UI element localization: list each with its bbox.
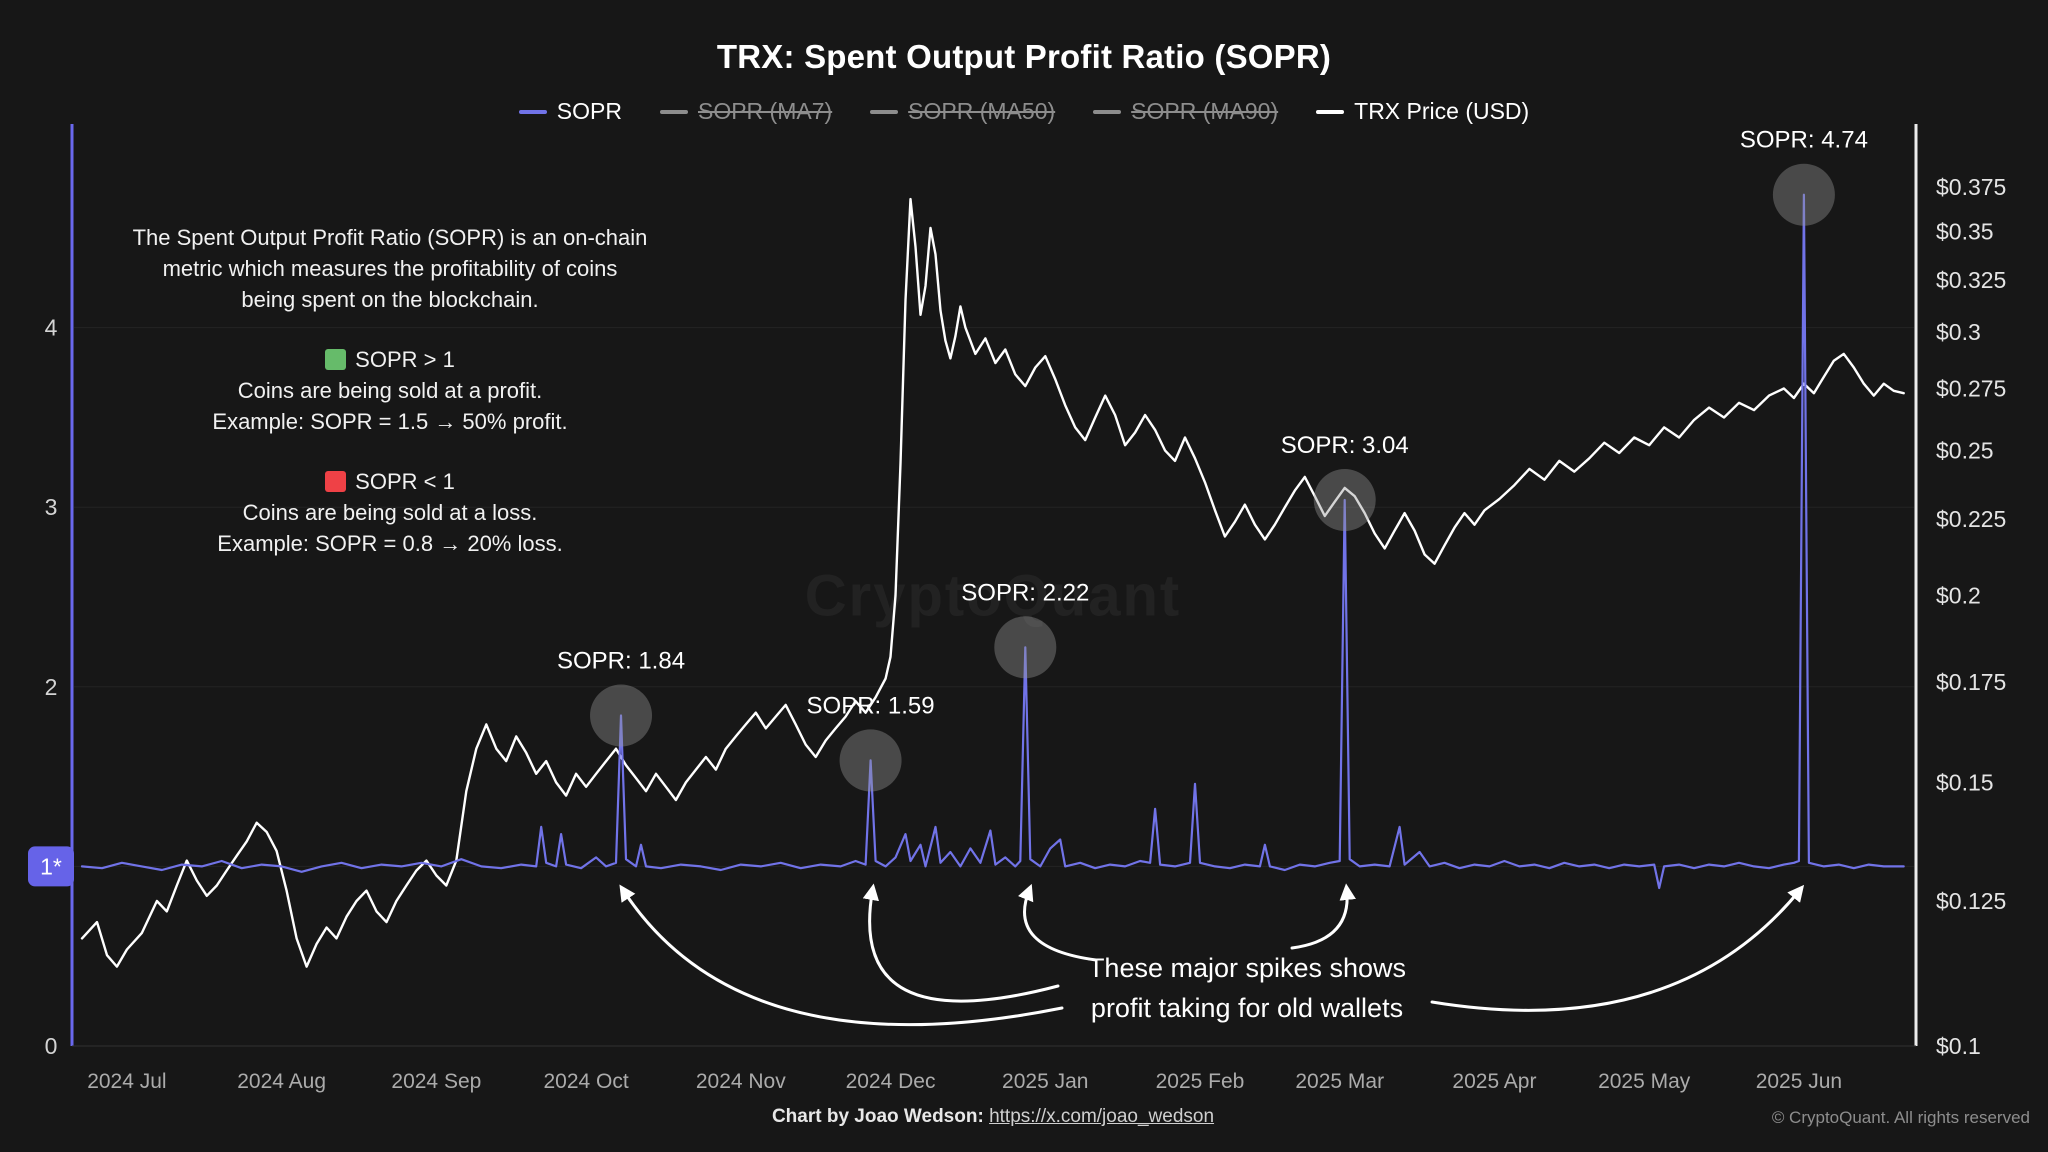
right-axis-tick-label: $0.35 [1936,219,1994,245]
desc-profit-line: Coins are being sold at a profit. [237,378,543,403]
desc-loss-line: Example: SOPR = 0.8 → 20% loss. [217,531,563,556]
legend-label: SOPR (MA50) [908,98,1056,124]
x-axis-tick-label: 2025 Mar [1295,1070,1384,1093]
legend-label: SOPR (MA7) [697,98,833,124]
x-axis-tick-label: 2025 Jan [1002,1070,1088,1093]
x-axis-tick-label: 2024 Dec [846,1070,936,1093]
legend-swatch-icon [659,109,688,114]
left-axis-tick-label: 0 [45,1033,58,1059]
legend-swatch-icon [518,109,547,114]
spike-highlight-circle [590,684,653,747]
legend-swatch-icon [870,109,899,114]
legend-item-sopr-ma90[interactable]: SOPR (MA90) [1093,98,1278,125]
left-axis-tick-label: 4 [45,315,58,341]
desc-profit: SOPR > 1 Coins are being sold at a profi… [110,344,670,437]
annotation-arrow [1290,883,1356,950]
x-axis-tick-label: 2024 Sep [391,1070,481,1093]
x-axis-tick-label: 2025 Apr [1452,1070,1536,1093]
desc-profit-heading: SOPR > 1 [355,347,455,372]
desc-loss-line: Coins are being sold at a loss. [242,500,538,525]
legend-swatch-icon [1316,109,1345,114]
left-axis-tick-label: 3 [45,494,58,520]
annotation-arrow [862,883,1060,1003]
legend-item-sopr[interactable]: SOPR [518,98,622,125]
spike-label: SOPR: 2.22 [961,579,1089,606]
legend-item-sopr-ma50[interactable]: SOPR (MA50) [870,98,1055,125]
legend-item-sopr-ma7[interactable]: SOPR (MA7) [659,98,833,125]
green-square-icon [325,349,347,370]
credit-author: Chart by Joao Wedson: [771,1106,984,1127]
right-axis-tick-label: $0.275 [1936,375,2006,401]
x-axis-tick-label: 2024 Nov [696,1070,786,1093]
left-axis-tick-label: 1* [40,853,62,879]
spike-label: SOPR: 3.04 [1281,432,1409,459]
right-axis-tick-label: $0.375 [1936,174,2006,200]
sopr-description: The Spent Output Profit Ratio (SOPR) is … [110,222,670,559]
right-axis-tick-label: $0.225 [1936,506,2006,532]
legend-label: TRX Price (USD) [1354,98,1530,124]
page-title: TRX: Spent Output Profit Ratio (SOPR) [716,38,1332,75]
desc-loss-heading: SOPR < 1 [355,469,455,494]
desc-profit-line: Example: SOPR = 1.5 → 50% profit. [212,409,568,434]
spike-label: SOPR: 1.59 [807,692,935,719]
legend-label: SOPR [556,98,622,124]
credit-link[interactable]: https://x.com/joao_wedson [989,1106,1215,1127]
footer-credit: Chart by Joao Wedson: https://x.com/joao… [772,1106,1214,1128]
x-axis-tick-label: 2025 Jun [1756,1070,1842,1093]
cryptoquant-watermark: CryptoQuant [804,563,1182,629]
footer-copyright: © CryptoQuant. All rights reserved [1771,1108,2030,1127]
price-line [80,197,1905,968]
spike-annotation-text: These major spikes shows profit taking f… [1087,953,1407,1023]
legend-swatch-icon [1093,109,1122,114]
desc-intro-line: metric which measures the profitability … [162,256,618,281]
spike-highlight-circle [1313,469,1376,532]
x-axis-tick-label: 2024 Jul [87,1070,166,1093]
right-axis-tick-label: $0.3 [1936,319,1981,345]
desc-intro-line: being spent on the blockchain. [241,287,539,312]
desc-intro: The Spent Output Profit Ratio (SOPR) is … [110,222,670,315]
spike-highlight-circle [839,729,902,792]
right-axis-tick-label: $0.2 [1936,582,1981,608]
sopr-line [80,193,1905,890]
red-square-icon [325,471,347,492]
spike-label: SOPR: 4.74 [1740,127,1868,154]
legend: SOPR SOPR (MA7) SOPR (MA50) SOPR (MA90) TRX … [0,98,2048,125]
left-axis-tick-label: 2 [45,674,58,700]
right-axis-tick-label: $0.125 [1936,888,2006,914]
legend-label: SOPR (MA90) [1131,98,1279,124]
annotation-arrow [1017,883,1098,962]
right-axis-tick-label: $0.15 [1936,769,1994,795]
x-axis-tick-label: 2024 Oct [543,1070,628,1093]
spike-label: SOPR: 1.84 [557,648,685,675]
x-axis-tick-label: 2025 May [1598,1070,1691,1093]
sopr-baseline-badge [28,846,74,887]
desc-loss: SOPR < 1 Coins are being sold at a loss.… [110,466,670,559]
annotation-arrow [619,884,1064,1027]
annotation-arrow [1430,884,1805,1012]
x-axis-tick-label: 2024 Aug [237,1070,326,1093]
right-axis-tick-label: $0.1 [1936,1033,1981,1059]
spike-highlight-circle [1772,163,1835,226]
spike-highlight-circle [994,616,1057,679]
desc-intro-line: The Spent Output Profit Ratio (SOPR) is … [132,225,648,250]
legend-item-trx-price-usd[interactable]: TRX Price (USD) [1316,98,1529,125]
x-axis-tick-label: 2025 Feb [1156,1070,1245,1093]
right-axis-tick-label: $0.25 [1936,437,1994,463]
right-axis-tick-label: $0.325 [1936,267,2006,293]
right-axis-tick-label: $0.175 [1936,669,2006,695]
